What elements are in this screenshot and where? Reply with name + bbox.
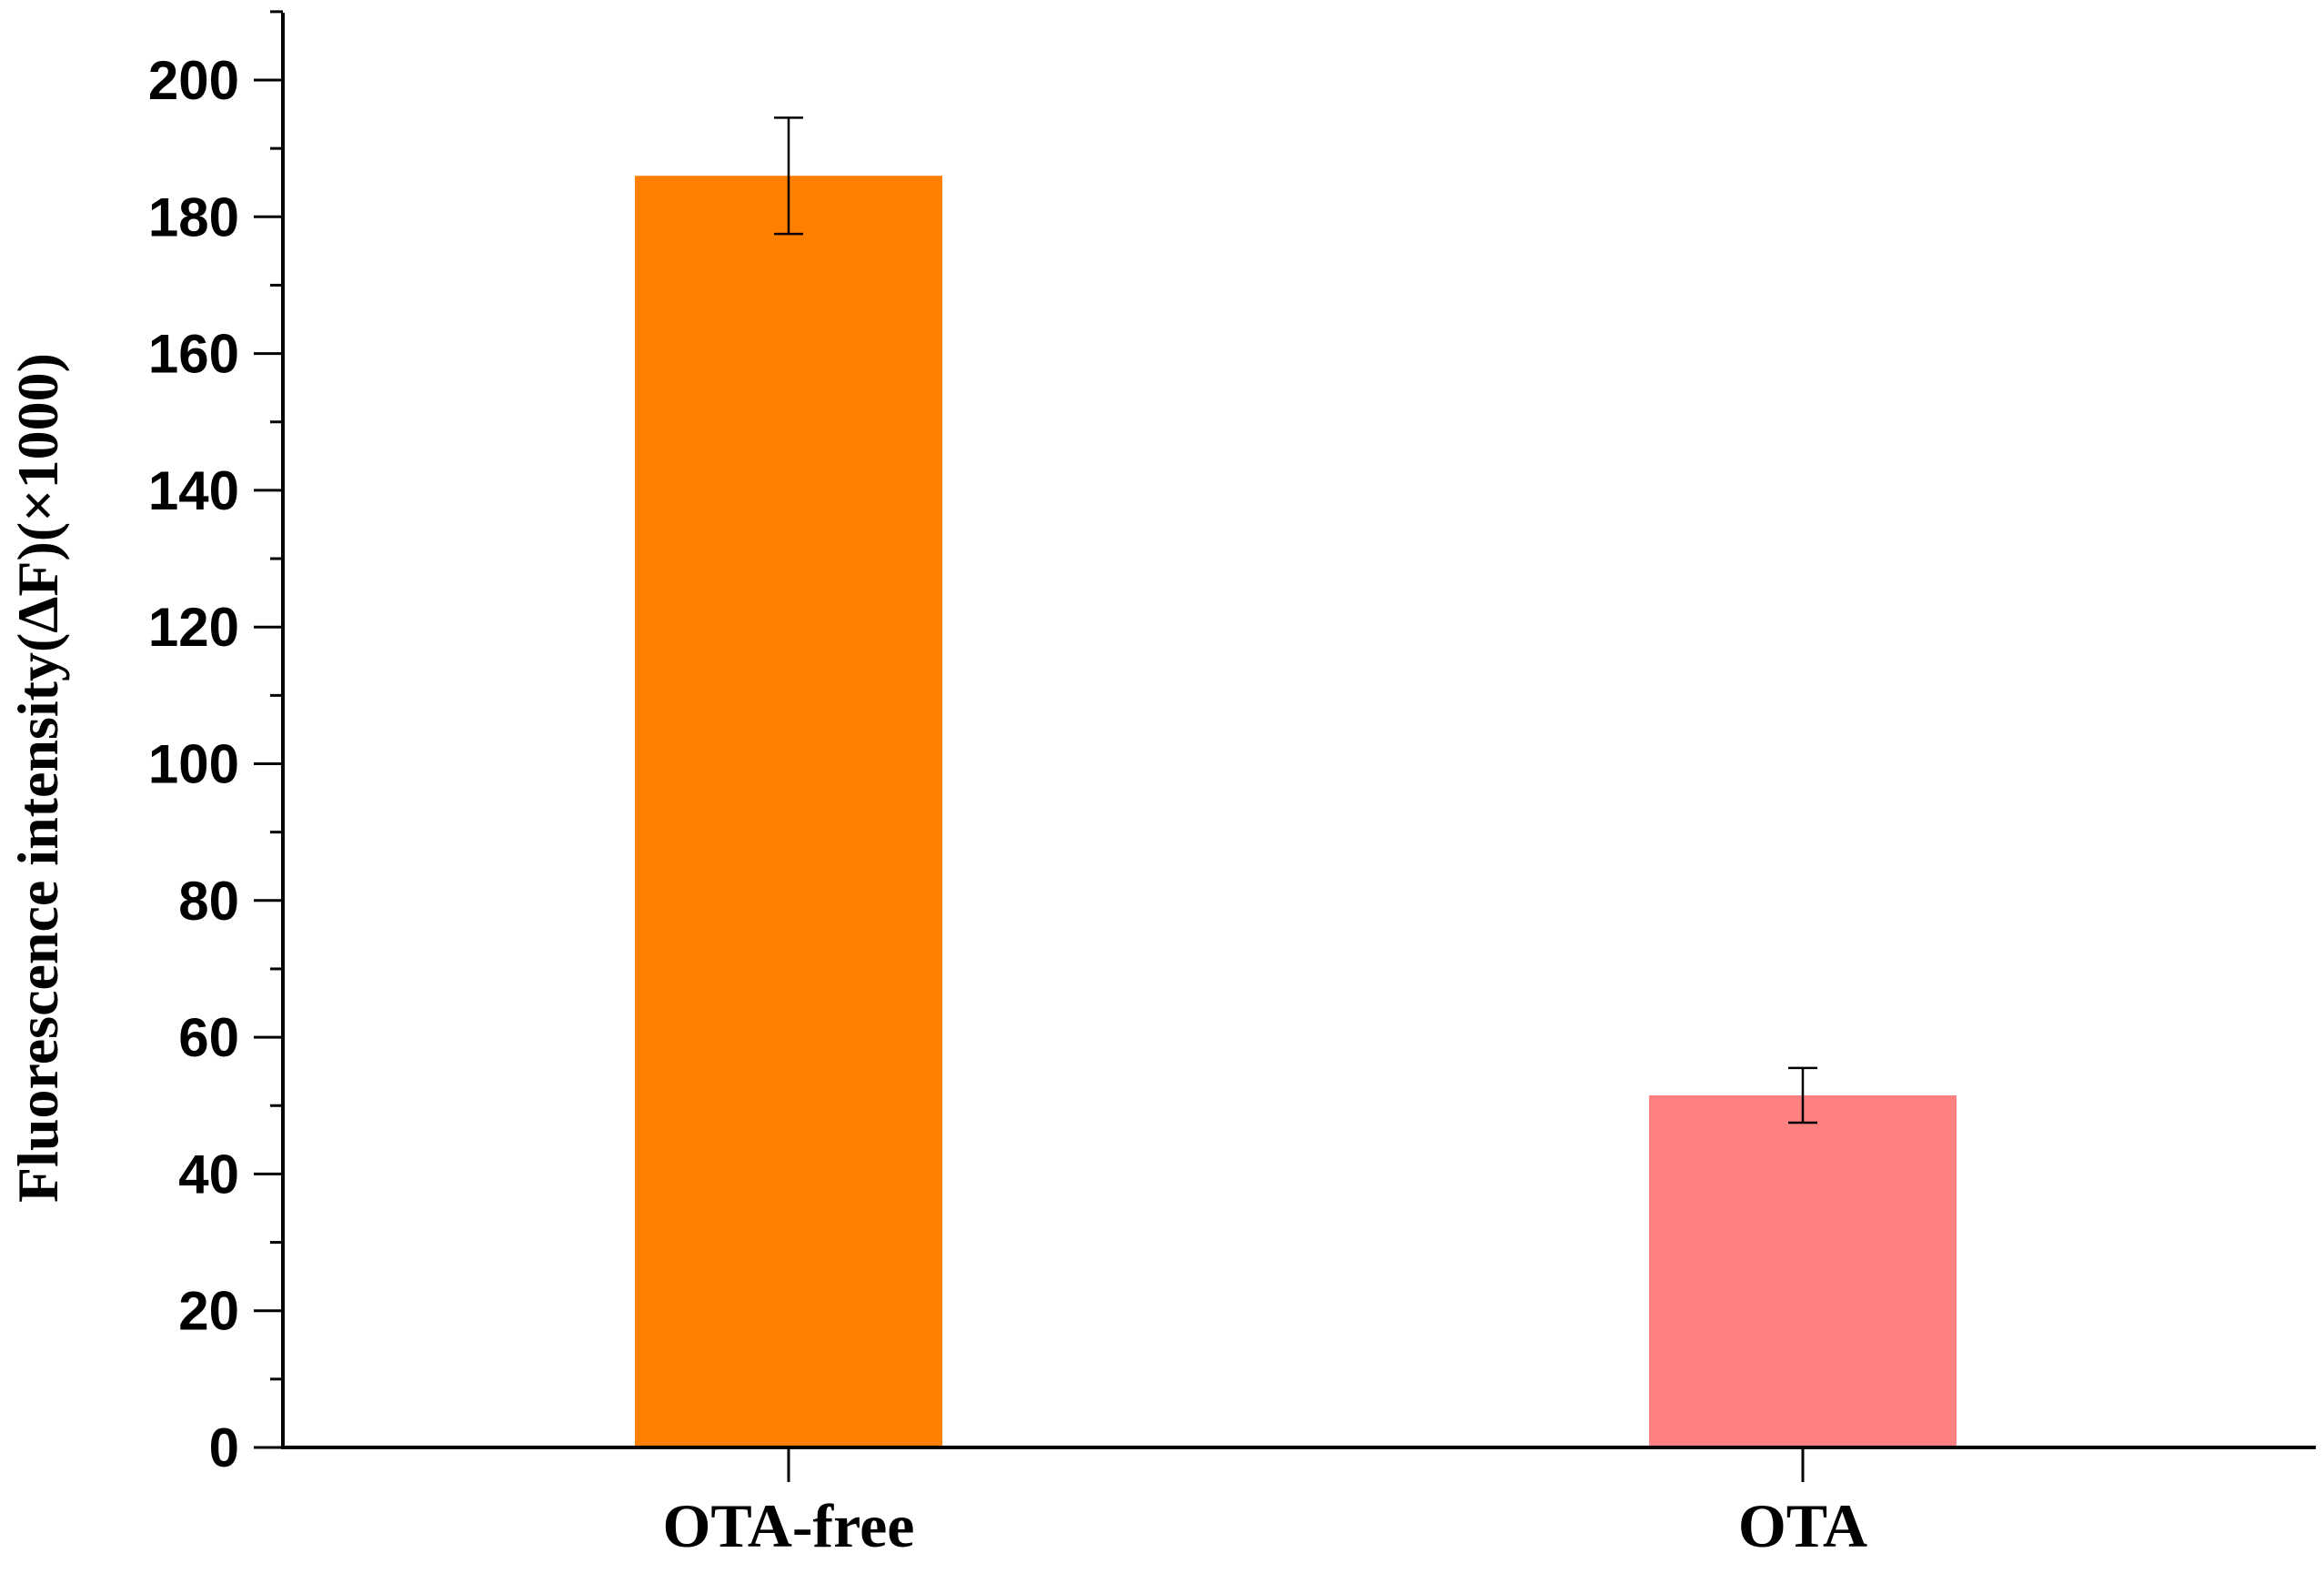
y-ticks-group: 0 20 40 60 80 100 120 140 160 180 200 <box>148 10 283 1478</box>
bar-ota <box>1649 1094 1957 1447</box>
y-tick-label: 80 <box>178 871 239 932</box>
y-tick-label: 40 <box>178 1144 239 1205</box>
x-tick-label: OTA-free <box>663 1491 915 1560</box>
x-ticks-group: OTA-free OTA <box>663 1447 1867 1560</box>
y-tick-label: 20 <box>178 1281 239 1342</box>
y-tick-label: 160 <box>148 324 239 385</box>
bar-ota-free <box>635 176 942 1448</box>
y-axis-title: Fluorescence intensity(ΔF)(×1000) <box>5 353 70 1203</box>
y-tick-label: 60 <box>178 1007 239 1068</box>
y-tick-label: 0 <box>209 1417 239 1478</box>
y-tick-label: 140 <box>148 460 239 521</box>
bars-group <box>635 176 1957 1448</box>
error-bars-group <box>774 116 1817 1124</box>
x-tick-label: OTA <box>1738 1491 1867 1560</box>
y-tick-label: 200 <box>148 50 239 111</box>
axes-group <box>281 13 2316 1449</box>
y-tick-label: 100 <box>148 734 239 795</box>
y-tick-label: 120 <box>148 597 239 658</box>
y-tick-label: 180 <box>148 187 239 247</box>
